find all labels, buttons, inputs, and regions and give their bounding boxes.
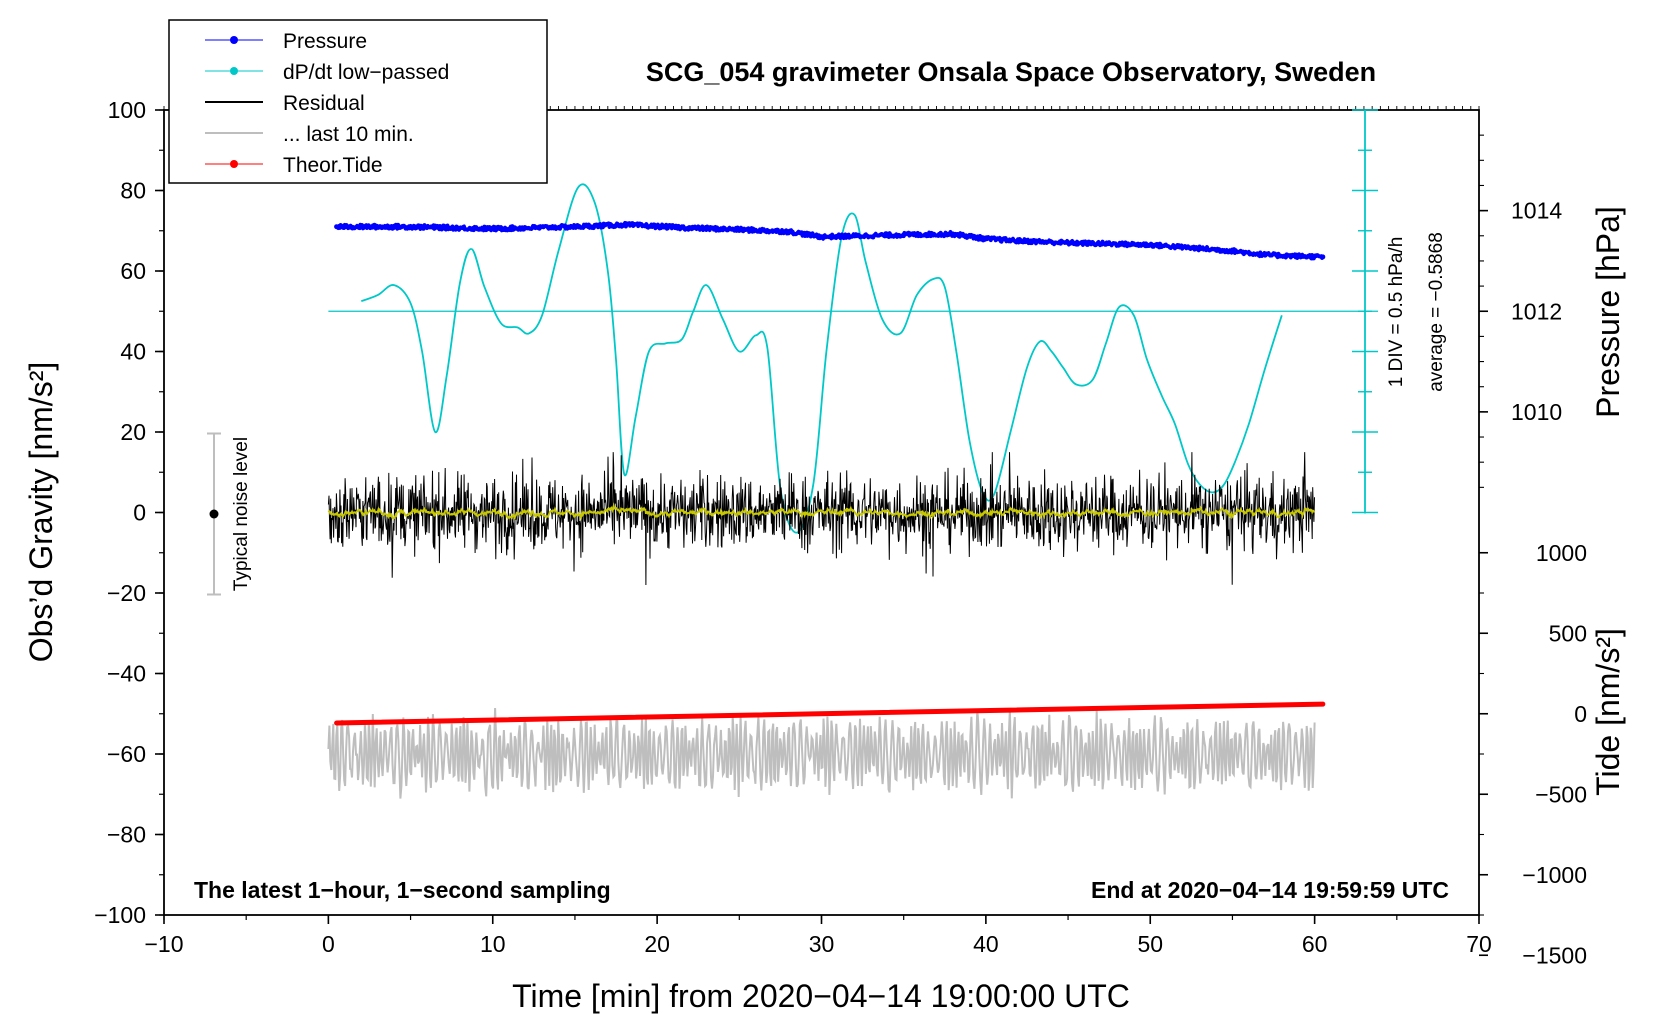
pressure-tick-label: 1010 [1511,399,1562,425]
dpdt-average-label: average = −0.5868 [1426,232,1447,392]
pressure-axis-title: Pressure [hPa] [1590,206,1626,418]
x-tick-label: 60 [1302,931,1328,957]
pressure-point [1262,252,1268,258]
y-tick-label: −80 [107,822,146,848]
chart-title: SCG_054 gravimeter Onsala Space Observat… [646,57,1376,87]
dpdt-scale-label: 1 DIV = 0.5 hPa/h [1386,237,1407,388]
x-tick-label: 50 [1137,931,1163,957]
series-residual [327,452,1315,586]
tide-tick-label: 500 [1549,620,1587,646]
pressure-tick-label: 1012 [1511,298,1562,324]
pressure-point [1320,254,1326,260]
legend-label-pressure: Pressure [283,30,367,53]
y-tick-label: 0 [133,500,146,526]
y-axis-title: Obs’d Gravity [nm/s²] [23,362,59,663]
x-tick-label: 40 [973,931,999,957]
pressure-point [334,224,340,230]
y-tick-label: 100 [108,97,146,123]
dpdt-scale-ticks [1352,109,1378,514]
legend-label-residual: Residual [283,92,365,115]
legend-marker-dpdt [230,67,238,75]
pressure-tick-label: 1014 [1511,198,1562,224]
pressure-point [950,231,956,237]
x-tick-label: 0 [322,931,335,957]
x-tick-label: 20 [644,931,670,957]
y-tick-label: 80 [120,178,146,204]
pressure-point [490,226,496,232]
pressure-point [1147,242,1153,248]
noise-label: Typical noise level [231,437,252,591]
series-dpdt-low-passed [360,183,1283,534]
y-tick-label: −100 [94,902,146,928]
x-tick-label: 70 [1466,931,1492,957]
pressure-point [687,225,693,231]
legend-label-dpdt: dP/dt low−passed [283,61,449,84]
tide-tick-label: 0 [1574,701,1587,727]
pressure-point [621,222,627,228]
y-tick-label: −40 [107,661,146,687]
legend: Pressure dP/dt low−passed Residual ... l… [168,19,548,184]
pressure-point [983,236,989,242]
y-tick-label: −60 [107,741,146,767]
tide-tick-label: 1000 [1536,540,1587,566]
pressure-point [572,224,578,230]
pressure-point [408,224,414,230]
x-tick-label: −10 [144,931,183,957]
legend-marker-pressure [230,36,238,44]
pressure-point [901,232,907,238]
series-pressure [335,220,1324,261]
legend-marker-tide [230,160,238,168]
tide-tick-label: −1000 [1522,862,1587,888]
axis-ticks: −10 0 10 20 30 40 50 60 70100806040200−20−40−60−… [94,97,1587,968]
note-end-time: End at 2020−04−14 19:59:59 UTC [1091,877,1449,903]
pressure-point [819,234,824,240]
y-tick-label: 40 [120,339,146,365]
pressure-point [736,227,742,232]
x-tick-label: 10 [480,931,506,957]
y-tick-label: −20 [107,580,146,606]
note-sampling: The latest 1−hour, 1−second sampling [194,877,611,903]
pressure-point [1065,240,1071,246]
series-residual-smoothed [327,502,1316,521]
x-tick-label: 30 [809,931,835,957]
tide-tick-label: −1500 [1522,942,1587,968]
x-axis-title: Time [min] from 2020−04−14 19:00:00 UTC [512,978,1130,1014]
noise-dot [209,509,219,519]
series-layer [327,183,1378,799]
series-last-10-min [327,707,1316,799]
pressure-point [1016,238,1022,244]
series-theor-tide [334,701,1326,726]
legend-label-tide: Theor.Tide [283,154,383,177]
pressure-point [786,229,792,235]
legend-label-last10: ... last 10 min. [283,123,414,146]
y-tick-label: 60 [120,258,146,284]
pressure-point [1229,248,1235,254]
tide-axis-title: Tide [nm/s²] [1590,628,1626,796]
tide-tick-label: −500 [1535,781,1587,807]
y-tick-label: 20 [120,419,146,445]
